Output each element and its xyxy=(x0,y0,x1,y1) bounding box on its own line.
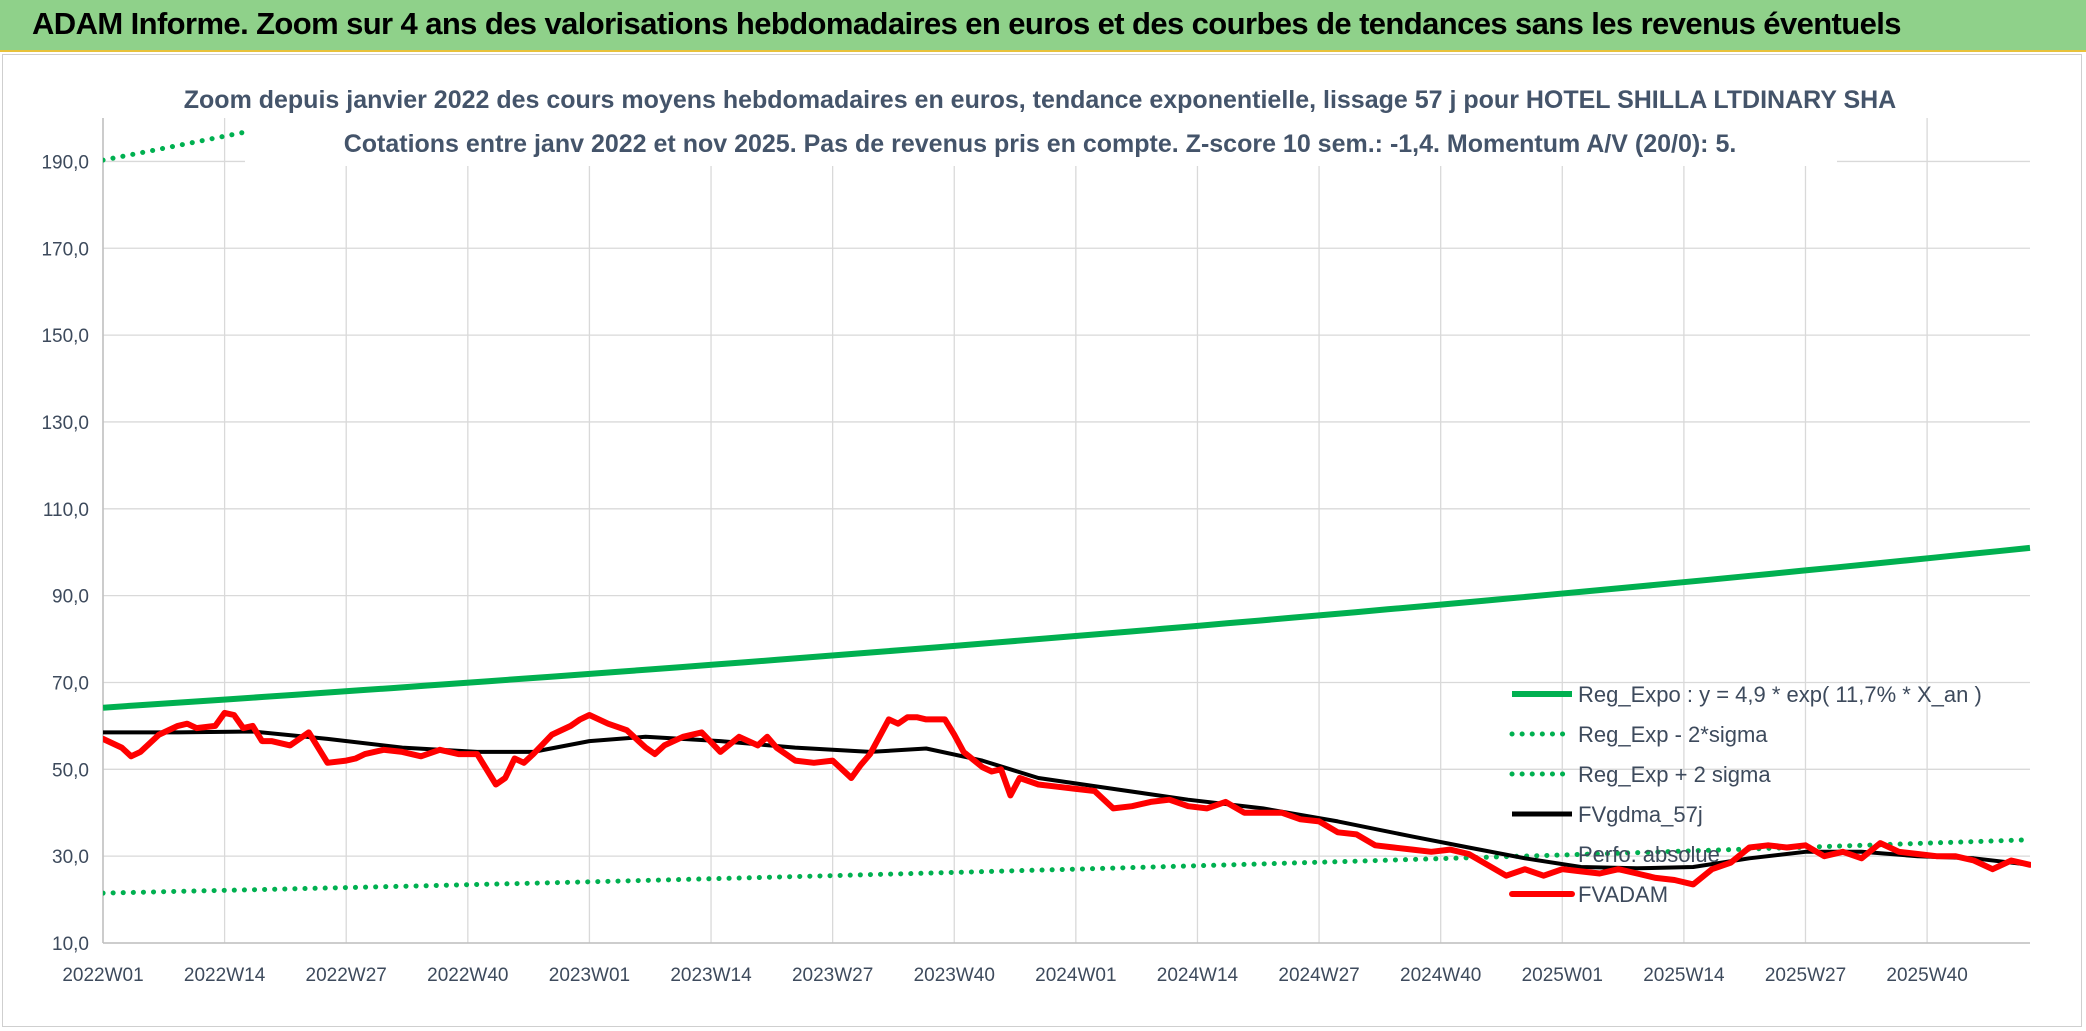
x-tick-label: 2023W40 xyxy=(914,965,995,986)
y-tick-label: 170,0 xyxy=(41,239,89,260)
report-title: ADAM Informe. Zoom sur 4 ans des valoris… xyxy=(32,6,1902,41)
x-tick-label: 2023W14 xyxy=(670,965,752,986)
x-tick-label: 2024W14 xyxy=(1157,965,1239,986)
series-layer xyxy=(103,118,2031,896)
chart-subtitle: Cotations entre janv 2022 et nov 2025. P… xyxy=(344,130,1737,158)
series-reg-expo-y-4-9-exp-11-7-x-an xyxy=(103,544,2031,711)
y-tick-label: 190,0 xyxy=(41,152,89,173)
x-tick-label: 2025W27 xyxy=(1765,965,1846,986)
legend-label: Reg_Exp - 2*sigma xyxy=(1578,722,1768,747)
x-tick-label: 2022W40 xyxy=(427,965,508,986)
y-tick-label: 90,0 xyxy=(52,587,89,608)
chart-frame xyxy=(2,54,2082,1027)
y-tick-label: 70,0 xyxy=(52,673,89,694)
legend-label: Reg_Expo : y = 4,9 * exp( 11,7% * X_an ) xyxy=(1578,682,1982,707)
chart-title: Zoom depuis janvier 2022 des cours moyen… xyxy=(184,86,1897,114)
x-tick-label: 2025W40 xyxy=(1886,965,1967,986)
x-tick-label: 2024W27 xyxy=(1278,965,1359,986)
report-header-bar: ADAM Informe. Zoom sur 4 ans des valoris… xyxy=(0,0,2086,52)
legend-label: FVADAM xyxy=(1578,882,1668,907)
y-tick-label: 30,0 xyxy=(52,847,89,868)
x-tick-label: 2022W14 xyxy=(184,965,266,986)
y-tick-label: 150,0 xyxy=(41,326,89,347)
x-tick-label: 2023W27 xyxy=(792,965,873,986)
x-tick-label: 2025W01 xyxy=(1522,965,1603,986)
series-reg-exp-2-sigma xyxy=(103,837,2031,896)
x-tick-label: 2024W40 xyxy=(1400,965,1481,986)
grid-layer xyxy=(102,118,2030,944)
x-tick-label: 2025W14 xyxy=(1643,965,1725,986)
x-tick-label: 2024W01 xyxy=(1035,965,1116,986)
y-tick-label: 50,0 xyxy=(52,760,89,781)
legend-label: FVgdma_57j xyxy=(1578,802,1703,827)
y-tick-label: 130,0 xyxy=(41,413,89,434)
series-fvadam xyxy=(103,709,2031,888)
y-tick-label: 10,0 xyxy=(52,934,89,955)
title-background xyxy=(245,78,1837,166)
legend: Reg_Expo : y = 4,9 * exp( 11,7% * X_an )… xyxy=(1509,682,1982,907)
axis-labels: 10,0 30,0 50,0 70,0 90,0 110,0 130,0 150,0 170,0… xyxy=(41,152,1967,986)
x-tick-label: 2023W01 xyxy=(549,965,630,986)
legend-label: Reg_Exp + 2 sigma xyxy=(1578,762,1771,787)
legend-label: Perfo. absolue xyxy=(1578,842,1720,867)
x-tick-label: 2022W01 xyxy=(62,965,143,986)
x-tick-label: 2022W27 xyxy=(306,965,387,986)
y-tick-label: 110,0 xyxy=(43,500,89,521)
